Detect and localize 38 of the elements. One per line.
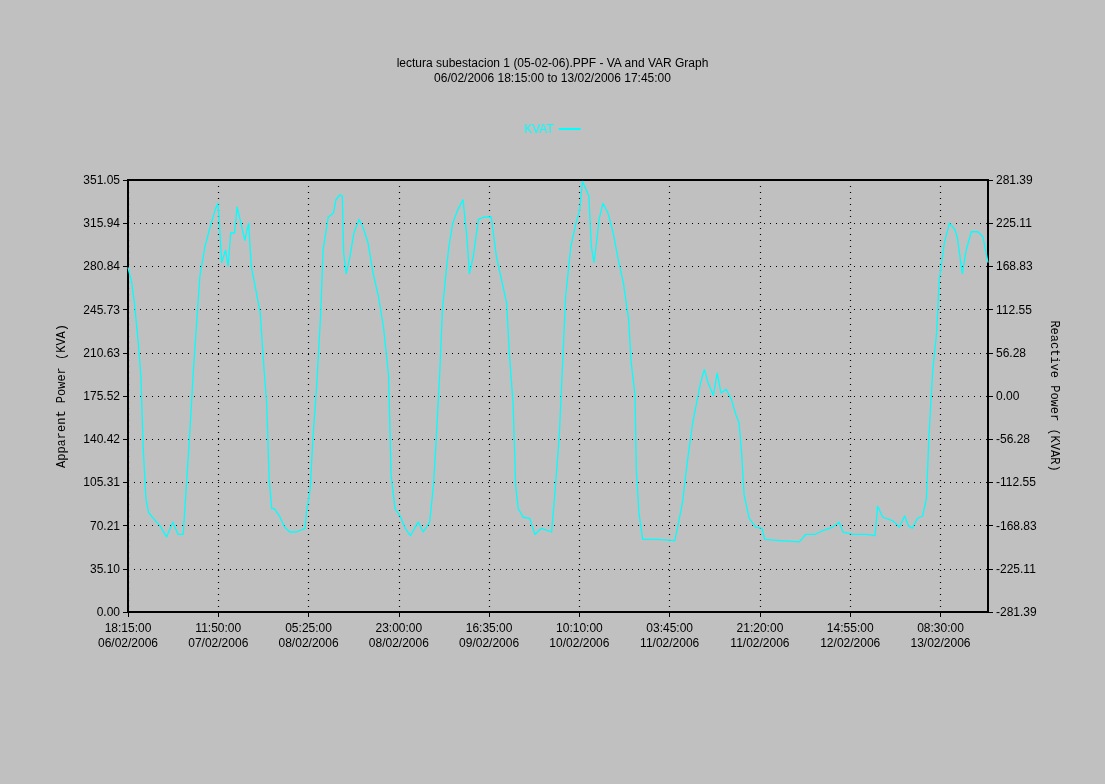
y-tick-label: 175.52	[83, 389, 121, 404]
y-tick-label: 315.94	[83, 216, 121, 231]
x-tick-label: 08:30:00 13/02/2006	[910, 620, 971, 650]
chart-subtitle: 06/02/2006 18:15:00 to 13/02/2006 17:45:00	[434, 71, 672, 85]
y2-tick-label: 281.39	[996, 173, 1034, 187]
y-tick-label: 0.00	[96, 605, 121, 619]
chart-title: lectura subestacion 1 (05-02-06).PPF - VA and VAR Graph	[396, 56, 709, 70]
y2-axis-title: Reactive Power (KVAR)	[1047, 320, 1061, 472]
legend-label: KVAT	[524, 122, 555, 136]
x-tick-label: 05:25:00 08/02/2006	[278, 620, 339, 650]
y-tick-label: 245.73	[83, 302, 121, 317]
y-tick-label: 35.10	[89, 561, 121, 576]
y-tick-label: 105.31	[83, 475, 121, 490]
x-tick-label: 21:20:00 11/02/2006	[730, 620, 790, 650]
y2-tick-label: 0.00	[996, 389, 1020, 403]
x-tick-label: 10:10:00 10/02/2006	[549, 620, 610, 650]
y2-tick-label: 112.55	[996, 302, 1033, 317]
x-tick-label: 03:45:00 11/02/2006	[640, 620, 700, 650]
x-tick-label: 23:00:00 08/02/2006	[368, 620, 430, 650]
x-tick-label: 16:35:00 09/02/2006	[459, 620, 520, 650]
line-series	[127, 180, 989, 543]
x-tick-label: 11:50:00 07/02/2006	[188, 620, 249, 650]
x-tick-label: 14:55:00 12/02/2006	[820, 620, 881, 650]
y2-tick-label: -56.28	[996, 432, 1031, 447]
y-tick-label: 210.63	[83, 345, 121, 360]
y-tick-label: 351.05	[83, 173, 121, 187]
y-tick-label: 70.21	[89, 518, 121, 533]
y2-tick-label: 225.11	[996, 216, 1033, 231]
y2-tick-label: -112.55	[996, 475, 1037, 490]
y2-tick-label: -225.11	[996, 561, 1037, 576]
y2-tick-label: -281.39	[996, 605, 1038, 619]
y2-tick-label: 168.83	[996, 259, 1034, 274]
x-tick-label: 18:15:00 06/02/2006	[97, 620, 159, 650]
y-axis-title: Apparent Power (KVA)	[55, 323, 69, 469]
y-tick-label: 140.42	[83, 432, 121, 447]
y-tick-label: 280.84	[83, 259, 121, 274]
y2-tick-label: -168.83	[996, 518, 1038, 533]
y2-tick-label: 56.28	[996, 345, 1027, 360]
